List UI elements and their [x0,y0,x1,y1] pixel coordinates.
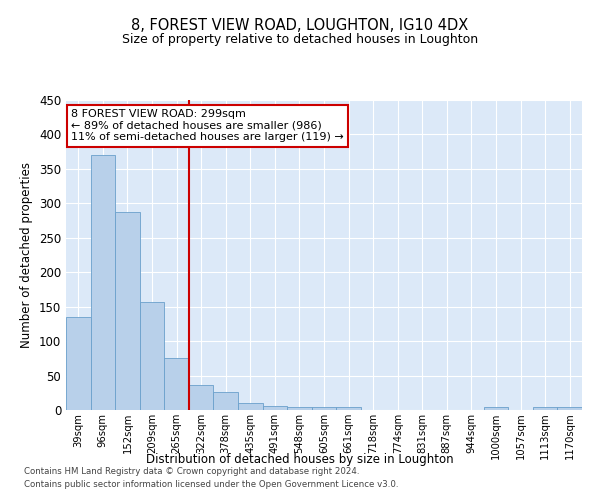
Text: 8, FOREST VIEW ROAD, LOUGHTON, IG10 4DX: 8, FOREST VIEW ROAD, LOUGHTON, IG10 4DX [131,18,469,32]
Bar [189,384,214,410]
Text: Contains public sector information licensed under the Open Government Licence v3: Contains public sector information licen… [24,480,398,489]
Bar [287,406,312,410]
Bar [533,406,557,410]
Bar [66,317,91,410]
Bar [484,406,508,410]
Bar [263,406,287,410]
Text: Distribution of detached houses by size in Loughton: Distribution of detached houses by size … [146,452,454,466]
Bar [91,155,115,410]
Bar [238,403,263,410]
Bar [140,302,164,410]
Bar [164,358,189,410]
Bar [336,406,361,410]
Text: Size of property relative to detached houses in Loughton: Size of property relative to detached ho… [122,32,478,46]
Text: Contains HM Land Registry data © Crown copyright and database right 2024.: Contains HM Land Registry data © Crown c… [24,467,359,476]
Bar [557,407,582,410]
Bar [312,407,336,410]
Bar [115,212,140,410]
Bar [214,392,238,410]
Text: 8 FOREST VIEW ROAD: 299sqm
← 89% of detached houses are smaller (986)
11% of sem: 8 FOREST VIEW ROAD: 299sqm ← 89% of deta… [71,110,344,142]
Y-axis label: Number of detached properties: Number of detached properties [20,162,34,348]
